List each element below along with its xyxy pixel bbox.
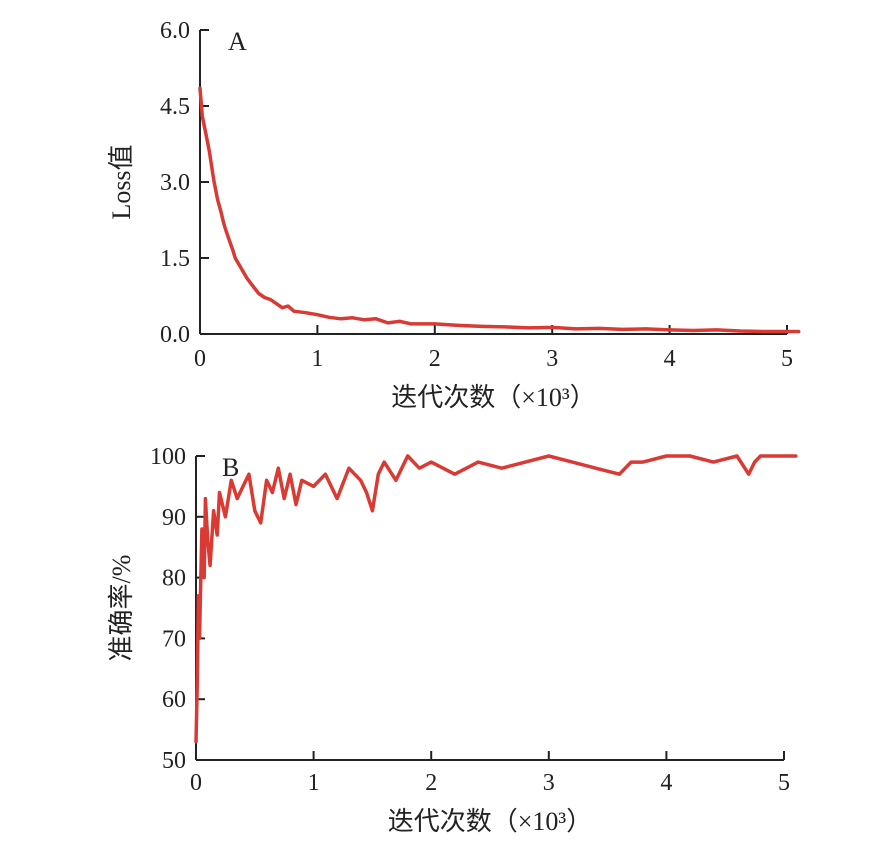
y-tick-label: 70 [162, 626, 186, 652]
series-line-0-0 [198, 86, 801, 334]
y-tick-label: 4.5 [160, 94, 190, 120]
y-tick-label: 3.0 [160, 170, 190, 196]
x-axis-title: 迭代次数（×10³） [391, 383, 595, 412]
panel-label: A [228, 27, 247, 56]
y-tick-label: 90 [162, 505, 186, 531]
x-tick-label: 0 [194, 346, 206, 372]
x-tick-label: 1 [311, 346, 323, 372]
x-tick-label: 2 [429, 346, 441, 372]
y-tick-label: 100 [150, 444, 186, 470]
y-tick-label: 6.0 [160, 18, 190, 44]
y-tick-label: 50 [162, 748, 186, 774]
x-axis-title: 迭代次数（×10³） [388, 807, 592, 836]
x-tick-label: 3 [546, 346, 558, 372]
x-tick-label: 1 [308, 770, 320, 796]
panel-label: B [222, 453, 239, 482]
x-tick-label: 0 [190, 770, 202, 796]
x-tick-label: 4 [664, 346, 676, 372]
x-tick-label: 2 [425, 770, 437, 796]
y-axis-title: Loss值 [107, 144, 136, 219]
series-line-1-0 [194, 454, 798, 744]
y-tick-label: 80 [162, 566, 186, 592]
x-tick-label: 5 [781, 346, 793, 372]
x-tick-label: 5 [778, 770, 790, 796]
y-tick-label: 60 [162, 687, 186, 713]
y-axis-title: 准确率/% [107, 555, 136, 662]
y-tick-label: 1.5 [160, 246, 190, 272]
x-tick-label: 4 [660, 770, 672, 796]
x-tick-label: 3 [543, 770, 555, 796]
y-tick-label: 0.0 [160, 322, 190, 348]
